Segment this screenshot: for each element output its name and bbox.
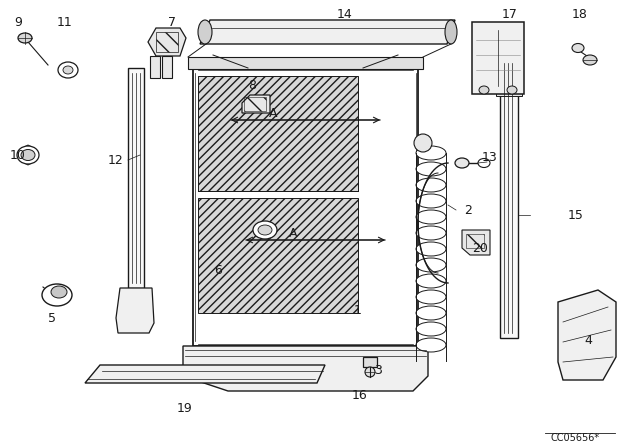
Ellipse shape: [416, 306, 446, 320]
Text: 12: 12: [108, 154, 124, 167]
Text: 8: 8: [248, 78, 256, 91]
Ellipse shape: [479, 86, 489, 94]
Text: 16: 16: [352, 388, 368, 401]
Text: CC05656*: CC05656*: [550, 433, 600, 443]
Bar: [466, 234, 484, 248]
Ellipse shape: [258, 225, 272, 235]
Ellipse shape: [478, 159, 490, 168]
Bar: [198, 198, 358, 313]
Polygon shape: [19, 145, 36, 165]
Ellipse shape: [42, 284, 72, 306]
Polygon shape: [200, 20, 455, 44]
Ellipse shape: [51, 286, 67, 298]
Text: A: A: [269, 107, 277, 120]
Ellipse shape: [445, 20, 457, 44]
Ellipse shape: [416, 194, 446, 208]
Polygon shape: [116, 288, 154, 333]
Text: 3: 3: [374, 363, 382, 376]
Ellipse shape: [58, 62, 78, 78]
Text: 14: 14: [337, 8, 353, 21]
Polygon shape: [162, 56, 172, 78]
Bar: [363, 357, 377, 367]
Ellipse shape: [416, 322, 446, 336]
Text: 9: 9: [14, 16, 22, 29]
Bar: [500, 58, 518, 338]
Text: 7: 7: [168, 16, 176, 29]
Text: 20: 20: [472, 241, 488, 254]
Ellipse shape: [416, 178, 446, 192]
Ellipse shape: [416, 242, 446, 256]
Bar: [156, 32, 178, 52]
Ellipse shape: [455, 158, 469, 168]
Text: 18: 18: [572, 8, 588, 21]
Polygon shape: [242, 95, 270, 113]
Bar: [244, 97, 266, 111]
Text: A: A: [289, 227, 297, 240]
Ellipse shape: [365, 367, 375, 377]
Ellipse shape: [416, 146, 446, 160]
Ellipse shape: [416, 290, 446, 304]
Ellipse shape: [198, 20, 212, 44]
Text: 11: 11: [57, 16, 73, 29]
Text: 1: 1: [354, 303, 362, 316]
Bar: [128, 68, 144, 288]
Ellipse shape: [416, 258, 446, 272]
Bar: [193, 68, 418, 346]
Bar: [188, 57, 423, 69]
Text: 15: 15: [568, 208, 584, 221]
Bar: [496, 78, 522, 96]
Text: 5: 5: [48, 311, 56, 324]
Bar: [472, 22, 524, 94]
Ellipse shape: [507, 86, 517, 94]
Polygon shape: [150, 56, 160, 78]
Polygon shape: [148, 28, 186, 56]
Polygon shape: [183, 346, 428, 391]
Ellipse shape: [416, 274, 446, 288]
Polygon shape: [85, 365, 325, 383]
Ellipse shape: [253, 221, 277, 239]
Ellipse shape: [18, 33, 32, 43]
Bar: [198, 76, 358, 191]
Text: 6: 6: [214, 263, 222, 276]
Ellipse shape: [572, 43, 584, 52]
Ellipse shape: [583, 55, 597, 65]
Ellipse shape: [416, 210, 446, 224]
Ellipse shape: [416, 162, 446, 176]
Text: 17: 17: [502, 8, 518, 21]
Ellipse shape: [416, 226, 446, 240]
Text: 13: 13: [482, 151, 498, 164]
Text: 2: 2: [464, 203, 472, 216]
Ellipse shape: [414, 134, 432, 152]
Text: 19: 19: [177, 401, 193, 414]
Ellipse shape: [416, 338, 446, 352]
Ellipse shape: [21, 150, 35, 160]
Polygon shape: [558, 290, 616, 380]
Text: 10: 10: [10, 148, 26, 161]
Ellipse shape: [17, 146, 39, 164]
Polygon shape: [462, 230, 490, 255]
Text: 4: 4: [584, 333, 592, 346]
Ellipse shape: [63, 66, 73, 74]
